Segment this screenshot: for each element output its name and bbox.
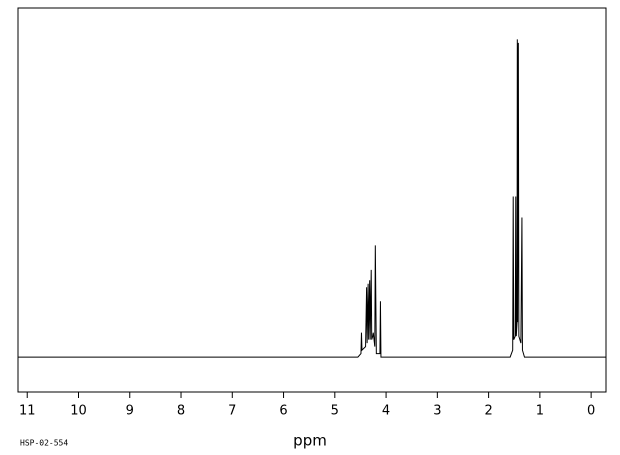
annotation: HSP-02-554 <box>20 439 68 448</box>
x-tick-label: 5 <box>331 404 339 419</box>
x-tick-label: 7 <box>228 404 236 419</box>
x-tick-label: 11 <box>19 404 36 419</box>
x-tick-label: 0 <box>587 404 595 419</box>
x-tick-label: 1 <box>536 404 544 419</box>
x-tick-label: 10 <box>70 404 87 419</box>
spectrum-line <box>18 39 606 358</box>
x-tick-label: 3 <box>433 404 441 419</box>
x-axis-label: ppm <box>293 432 327 450</box>
x-tick-label: 8 <box>177 404 185 419</box>
x-tick-label: 9 <box>126 404 134 419</box>
x-tick-label: 4 <box>382 404 390 419</box>
x-tick-label: 2 <box>484 404 492 419</box>
plot-frame <box>17 7 607 393</box>
x-tick-label: 6 <box>279 404 287 419</box>
